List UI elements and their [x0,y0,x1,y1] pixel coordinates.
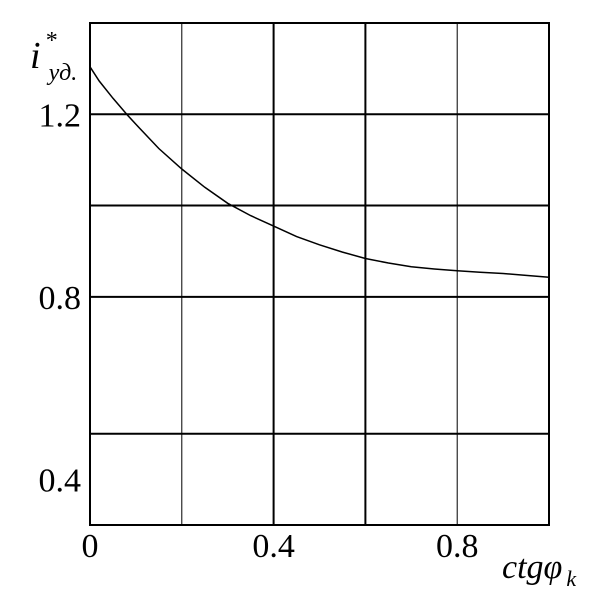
series-line [89,66,550,278]
y-axis-title-base: i [30,35,41,77]
x-axis-title: ctgφ k [502,549,577,591]
y-axis-title-sub: уд. [47,60,78,86]
y-tick-labels: 1.2 0.8 0.4 [39,97,82,499]
x-tick-label: 0 [82,528,99,565]
y-axis-title-sup: * [45,28,57,54]
x-axis-title-base: ctgφ [502,549,562,586]
y-tick-label: 0.8 [39,280,82,317]
y-tick-label: 0.4 [39,462,82,499]
grid [90,22,550,525]
y-tick-label: 1.2 [39,97,82,134]
x-tick-label: 0.4 [252,528,295,565]
y-axis-title: i * уд. [30,28,77,86]
x-axis-title-sub: k [566,566,577,591]
x-tick-labels: 0 0.4 0.8 [82,528,479,565]
x-tick-label: 0.8 [436,528,479,565]
plot-frame [89,22,550,526]
